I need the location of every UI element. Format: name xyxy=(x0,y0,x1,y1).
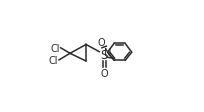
Text: O: O xyxy=(100,68,108,78)
Text: O: O xyxy=(97,37,105,47)
Text: S: S xyxy=(101,49,108,62)
Text: Cl: Cl xyxy=(51,43,60,53)
Text: Cl: Cl xyxy=(49,55,59,65)
Text: N: N xyxy=(104,48,111,58)
